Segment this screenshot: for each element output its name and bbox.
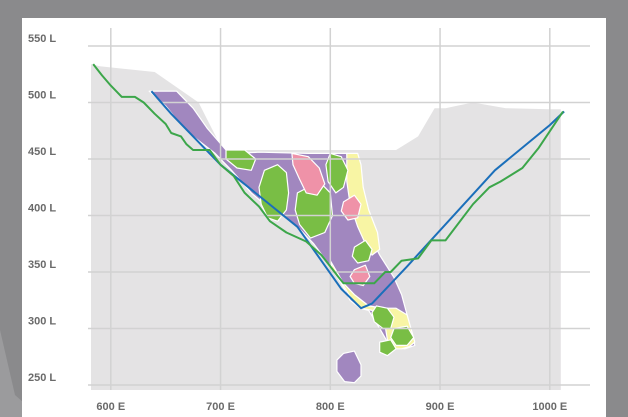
y-axis-ticks: 550 L 500 L 450 L 400 L 350 L 300 L 250 L [28, 33, 56, 384]
x-tick-label: 700 E [206, 401, 235, 413]
pit-design-line [150, 90, 565, 310]
x-axis-ticks: 600 E 700 E 800 E 900 E 1000 E [96, 401, 567, 413]
ore-zones [148, 90, 416, 384]
x-tick-label: 600 E [96, 401, 125, 413]
y-tick-label: 500 L [28, 90, 56, 102]
y-tick-label: 300 L [28, 316, 56, 328]
y-tick-label: 250 L [28, 372, 56, 384]
y-tick-label: 550 L [28, 33, 56, 45]
x-tick-label: 900 E [426, 401, 455, 413]
chart-card: 550 L 500 L 450 L 400 L 350 L 300 L 250 L 600 … [22, 18, 606, 417]
pit-optimized-line [92, 63, 564, 285]
ore-zone-11 [379, 339, 397, 357]
y-tick-label: 450 L [28, 146, 56, 158]
y-tick-label: 400 L [28, 203, 56, 215]
chart-plot: 550 L 500 L 450 L 400 L 350 L 300 L 250 L 600 … [28, 28, 590, 413]
x-tick-label: 800 E [316, 401, 345, 413]
ore-zone-13 [340, 194, 362, 221]
pit-shell-lines [92, 63, 565, 310]
ore-zone-9 [390, 325, 415, 346]
gridlines [88, 28, 590, 390]
y-tick-label: 350 L [28, 259, 56, 271]
ore-zone-12 [291, 152, 326, 196]
ore-zone-10 [351, 239, 373, 264]
ore-zone-1 [336, 350, 362, 384]
x-tick-label: 1000 E [532, 401, 567, 413]
ore-zone-14 [349, 264, 371, 287]
